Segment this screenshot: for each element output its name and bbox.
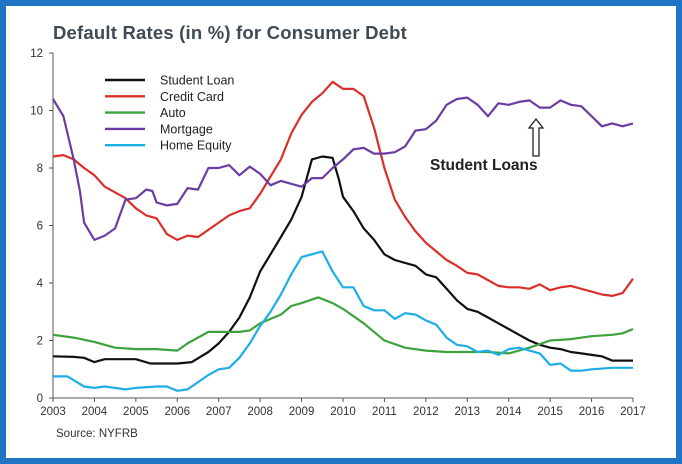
x-tick-label: 2017 bbox=[620, 406, 646, 418]
x-tick-label: 2006 bbox=[164, 406, 190, 418]
x-tick-label: 2012 bbox=[413, 406, 439, 418]
x-tick-label: 2016 bbox=[579, 406, 605, 418]
x-tick-label: 2004 bbox=[82, 406, 108, 418]
y-tick-label: 2 bbox=[37, 336, 43, 348]
x-tick-label: 2007 bbox=[206, 406, 232, 418]
series-line-auto bbox=[52, 296, 634, 355]
legend-label-mortgage: Mortgage bbox=[160, 122, 213, 136]
x-tick-label: 2013 bbox=[454, 406, 480, 418]
y-tick-label: 0 bbox=[37, 393, 43, 405]
y-tick-label: 6 bbox=[37, 221, 43, 233]
x-tick-label: 2009 bbox=[289, 406, 315, 418]
chart-title: Default Rates (in %) for Consumer Debt bbox=[53, 22, 407, 43]
legend-label-student-loan: Student Loan bbox=[160, 74, 234, 88]
x-tick-label: 2014 bbox=[496, 406, 522, 418]
x-tick-label: 2005 bbox=[123, 406, 149, 418]
source-note: Source: NYFRB bbox=[56, 428, 138, 440]
annotation-arrow bbox=[527, 117, 545, 157]
legend-label-auto: Auto bbox=[160, 106, 186, 120]
series-line-mortgage bbox=[52, 96, 634, 241]
series-line-student-loan bbox=[52, 155, 633, 365]
x-tick-label: 2015 bbox=[537, 406, 563, 418]
y-tick-label: 4 bbox=[37, 278, 44, 290]
y-tick-label: 10 bbox=[30, 106, 43, 118]
series-line-credit-card bbox=[52, 80, 634, 297]
x-tick-label: 2010 bbox=[330, 406, 356, 418]
y-tick-label: 12 bbox=[30, 48, 43, 60]
x-tick-label: 2011 bbox=[372, 406, 397, 418]
annotation-label: Student Loans bbox=[430, 157, 538, 174]
legend-label-home-equity: Home Equity bbox=[160, 139, 232, 153]
y-tick-label: 8 bbox=[37, 163, 43, 175]
x-tick-label: 2003 bbox=[40, 406, 66, 418]
series-line-home-equity bbox=[53, 250, 633, 392]
x-tick-label: 2008 bbox=[247, 406, 273, 418]
legend-label-credit-card: Credit Card bbox=[160, 90, 224, 104]
